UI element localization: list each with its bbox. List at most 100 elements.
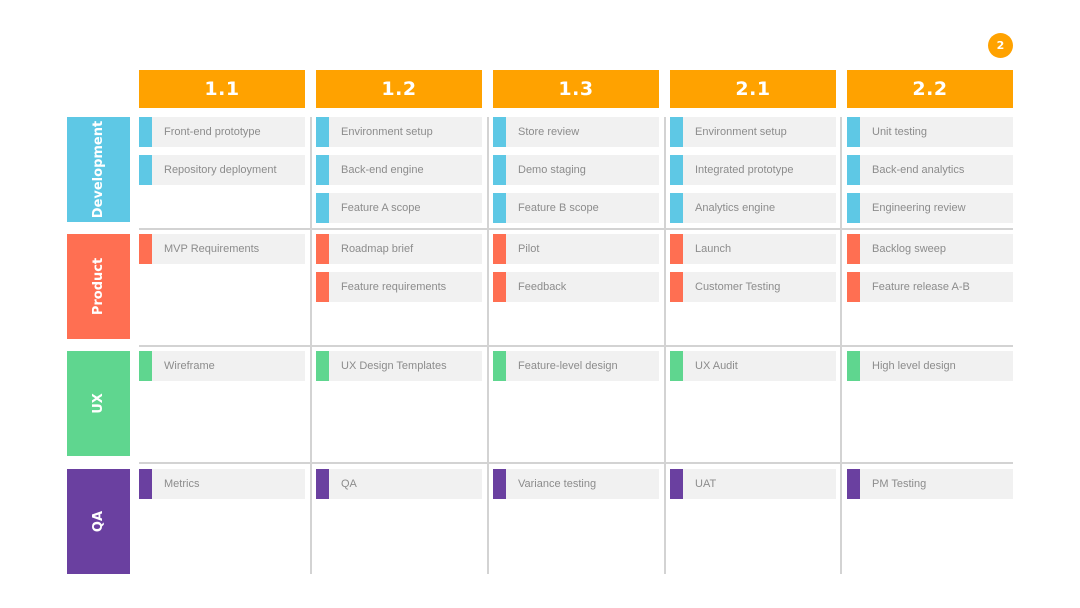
task-label: Feature requirements xyxy=(341,281,447,293)
task-label: Front-end prototype xyxy=(164,126,261,138)
task-color-marker xyxy=(493,351,506,381)
task-card[interactable]: Metrics xyxy=(139,469,305,499)
task-color-marker xyxy=(847,272,860,302)
task-label: Integrated prototype xyxy=(695,164,794,176)
task-color-marker xyxy=(139,117,152,147)
task-color-marker xyxy=(493,234,506,264)
lane-divider xyxy=(139,228,1013,230)
task-label: Unit testing xyxy=(872,126,928,138)
lane-label-text: Product xyxy=(90,257,106,316)
task-card[interactable]: Launch xyxy=(670,234,836,264)
task-card[interactable]: Unit testing xyxy=(847,117,1013,147)
task-card[interactable]: Store review xyxy=(493,117,659,147)
task-label: UX Audit xyxy=(695,360,738,372)
task-color-marker xyxy=(316,272,329,302)
lane-label-text: UX xyxy=(91,393,106,414)
task-color-marker xyxy=(847,155,860,185)
task-color-marker xyxy=(139,234,152,264)
task-card[interactable]: Customer Testing xyxy=(670,272,836,302)
lane-label-text: QA xyxy=(91,510,106,533)
task-card[interactable]: Repository deployment xyxy=(139,155,305,185)
task-color-marker xyxy=(139,155,152,185)
task-label: Back-end engine xyxy=(341,164,424,176)
task-label: Wireframe xyxy=(164,360,215,372)
lane-label-text: Development xyxy=(91,120,106,219)
task-card[interactable]: Environment setup xyxy=(670,117,836,147)
task-card[interactable]: Roadmap brief xyxy=(316,234,482,264)
page-number-badge: 2 xyxy=(988,33,1013,58)
task-color-marker xyxy=(493,117,506,147)
column-header-1-2: 1.2 xyxy=(316,70,482,108)
task-label: Engineering review xyxy=(872,202,966,214)
lane-divider xyxy=(139,462,1013,464)
task-card[interactable]: Feature B scope xyxy=(493,193,659,223)
task-color-marker xyxy=(670,272,683,302)
column-header-2-2: 2.2 xyxy=(847,70,1013,108)
task-label: Repository deployment xyxy=(164,164,277,176)
task-card[interactable]: Feature-level design xyxy=(493,351,659,381)
task-label: Backlog sweep xyxy=(872,243,946,255)
task-color-marker xyxy=(847,117,860,147)
task-card[interactable]: Feature requirements xyxy=(316,272,482,302)
lane-label-development: Development xyxy=(67,117,130,222)
task-label: High level design xyxy=(872,360,956,372)
lane-divider xyxy=(139,345,1013,347)
task-card[interactable]: Integrated prototype xyxy=(670,155,836,185)
task-card[interactable]: Feature release A-B xyxy=(847,272,1013,302)
task-card[interactable]: Variance testing xyxy=(493,469,659,499)
task-label: Analytics engine xyxy=(695,202,776,214)
task-color-marker xyxy=(670,469,683,499)
task-label: Environment setup xyxy=(695,126,787,138)
task-card[interactable]: Front-end prototype xyxy=(139,117,305,147)
task-card[interactable]: UAT xyxy=(670,469,836,499)
task-card[interactable]: Pilot xyxy=(493,234,659,264)
task-card[interactable]: Demo staging xyxy=(493,155,659,185)
task-card[interactable]: UX Audit xyxy=(670,351,836,381)
task-color-marker xyxy=(316,234,329,264)
task-card[interactable]: High level design xyxy=(847,351,1013,381)
task-card[interactable]: UX Design Templates xyxy=(316,351,482,381)
task-label: Metrics xyxy=(164,478,200,490)
task-card[interactable]: Feedback xyxy=(493,272,659,302)
task-card[interactable]: Back-end engine xyxy=(316,155,482,185)
task-card[interactable]: Back-end analytics xyxy=(847,155,1013,185)
task-card[interactable]: Feature A scope xyxy=(316,193,482,223)
task-label: Launch xyxy=(695,243,732,255)
task-label: Feedback xyxy=(518,281,567,293)
lane-label-ux: UX xyxy=(67,351,130,456)
task-color-marker xyxy=(139,351,152,381)
task-label: Pilot xyxy=(518,243,540,255)
task-label: Demo staging xyxy=(518,164,586,176)
task-color-marker xyxy=(316,155,329,185)
task-label: Feature A scope xyxy=(341,202,421,214)
task-label: Feature-level design xyxy=(518,360,618,372)
task-card[interactable]: QA xyxy=(316,469,482,499)
task-color-marker xyxy=(670,234,683,264)
task-color-marker xyxy=(670,155,683,185)
task-label: PM Testing xyxy=(872,478,927,490)
task-card[interactable]: Environment setup xyxy=(316,117,482,147)
task-color-marker xyxy=(316,193,329,223)
column-header-1-1: 1.1 xyxy=(139,70,305,108)
task-card[interactable]: Backlog sweep xyxy=(847,234,1013,264)
task-color-marker xyxy=(493,469,506,499)
task-color-marker xyxy=(493,155,506,185)
task-color-marker xyxy=(670,351,683,381)
task-label: QA xyxy=(341,478,357,490)
column-header-1-3: 1.3 xyxy=(493,70,659,108)
task-card[interactable]: PM Testing xyxy=(847,469,1013,499)
task-color-marker xyxy=(316,469,329,499)
task-color-marker xyxy=(847,351,860,381)
lane-label-product: Product xyxy=(67,234,130,339)
task-card[interactable]: MVP Requirements xyxy=(139,234,305,264)
task-label: Store review xyxy=(518,126,580,138)
column-header-2-1: 2.1 xyxy=(670,70,836,108)
task-card[interactable]: Analytics engine xyxy=(670,193,836,223)
task-card[interactable]: Wireframe xyxy=(139,351,305,381)
task-color-marker xyxy=(316,117,329,147)
task-label: Feature release A-B xyxy=(872,281,970,293)
task-label: Feature B scope xyxy=(518,202,599,214)
task-label: Roadmap brief xyxy=(341,243,414,255)
task-card[interactable]: Engineering review xyxy=(847,193,1013,223)
task-label: Environment setup xyxy=(341,126,433,138)
